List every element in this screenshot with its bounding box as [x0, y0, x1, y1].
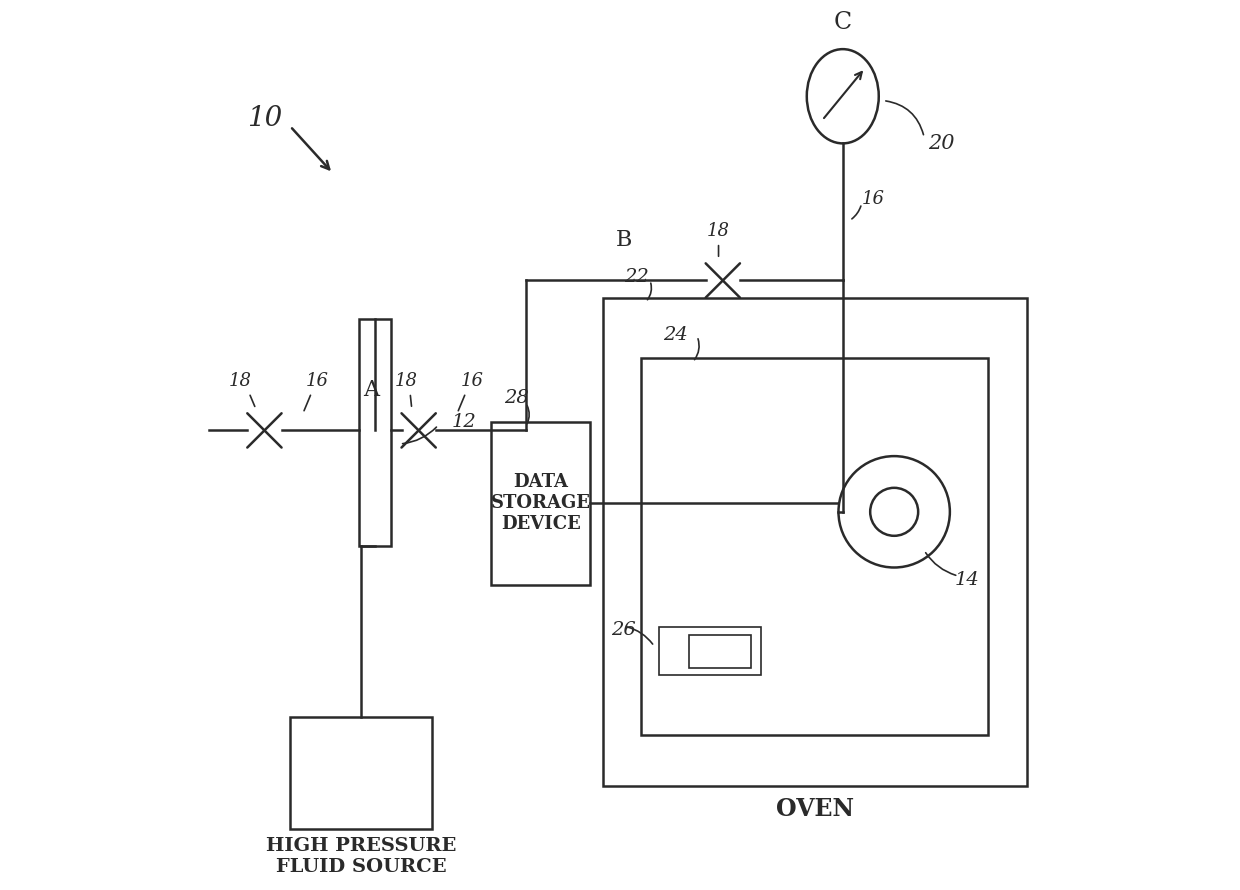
Text: A: A: [363, 379, 379, 401]
Text: 16: 16: [306, 372, 329, 390]
Text: 16: 16: [862, 190, 884, 208]
Text: 26: 26: [611, 620, 636, 639]
Text: 16: 16: [460, 372, 484, 390]
Text: 14: 14: [954, 570, 978, 588]
Text: 10: 10: [247, 105, 283, 132]
Text: OVEN: OVEN: [776, 797, 854, 821]
Text: C: C: [833, 11, 852, 34]
Text: B: B: [616, 230, 632, 251]
Text: 24: 24: [663, 327, 688, 344]
Text: 20: 20: [929, 134, 955, 153]
Text: 18: 18: [707, 222, 730, 240]
Text: 28: 28: [505, 389, 529, 407]
Text: 22: 22: [624, 268, 649, 287]
Text: 18: 18: [229, 372, 252, 390]
Text: HIGH PRESSURE
FLUID SOURCE: HIGH PRESSURE FLUID SOURCE: [265, 837, 456, 876]
Text: 12: 12: [451, 414, 476, 432]
Text: DATA
STORAGE
DEVICE: DATA STORAGE DEVICE: [491, 473, 590, 533]
Text: 18: 18: [394, 372, 418, 390]
